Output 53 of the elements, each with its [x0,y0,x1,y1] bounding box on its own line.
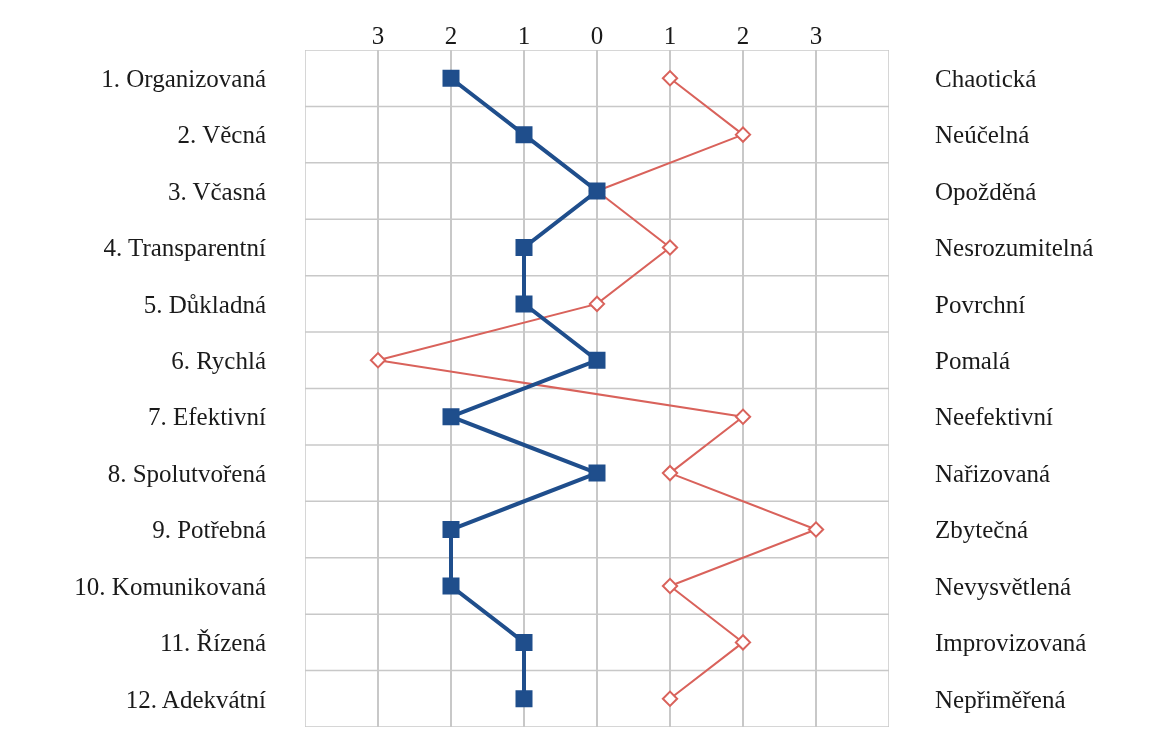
point [515,126,533,144]
point [442,577,460,595]
point [661,690,679,707]
point [588,351,606,369]
y2-tick-label: Nevysvětlená [935,572,1072,600]
y2-tick-label: Opožděná [935,177,1037,205]
y-tick-label: 2. Věcná [177,121,266,149]
point [442,521,460,539]
point [442,408,460,426]
point [515,295,533,313]
y-tick-label: 9. Potřebná [152,516,266,544]
y-tick-label: 10. Komunikovaná [74,572,266,600]
y-tick-label: 4. Transparentní [103,234,267,262]
y-tick-label: 8. Spolutvořená [107,459,266,487]
point [442,69,460,87]
y-tick-label: 1. Organizovaná [101,64,266,92]
y2-tick-label: Nařizovaná [935,459,1051,487]
y-tick-label: 5. Důkladná [143,290,266,318]
point [588,295,606,313]
point [515,690,533,708]
x-tick-label: 3 [809,22,823,49]
point [661,70,679,87]
y2-tick-label: Nepřiměřená [935,685,1066,713]
y2-tick-label: Improvizovaná [935,629,1087,657]
point [807,521,825,538]
point [734,634,752,651]
y-tick-label: 6. Rychlá [171,347,266,375]
point [661,239,679,256]
point [515,238,533,256]
y-tick-label: 7. Efektivní [147,403,267,431]
x-tick-label: 1 [517,22,531,49]
y2-tick-label: Povrchní [935,290,1026,318]
y2-tick-label: Neefektivní [935,403,1054,431]
point [588,464,606,482]
y2-tick-label: Pomalá [935,347,1010,375]
x-tick-label: 2 [736,22,750,49]
point [661,464,679,482]
x-tick-label: 2 [444,22,458,49]
y-tick-label: 12. Adekvátní [125,685,267,713]
point [515,633,533,651]
y2-tick-label: Nesrozumitelná [935,234,1094,262]
x-tick-label: 3 [371,22,385,49]
y2-tick-label: Chaotická [935,64,1037,92]
x-tick-label: 0 [590,22,604,49]
point [369,352,387,369]
point [734,126,752,143]
y2-tick-label: Zbytečná [935,516,1029,544]
y2-tick-label: Neúčelná [935,121,1030,149]
point [661,577,679,595]
y-tick-label: 3. Včasná [167,177,266,205]
x-tick-label: 1 [663,22,677,49]
point [734,408,752,425]
y-tick-label: 11. Řízená [160,629,266,657]
